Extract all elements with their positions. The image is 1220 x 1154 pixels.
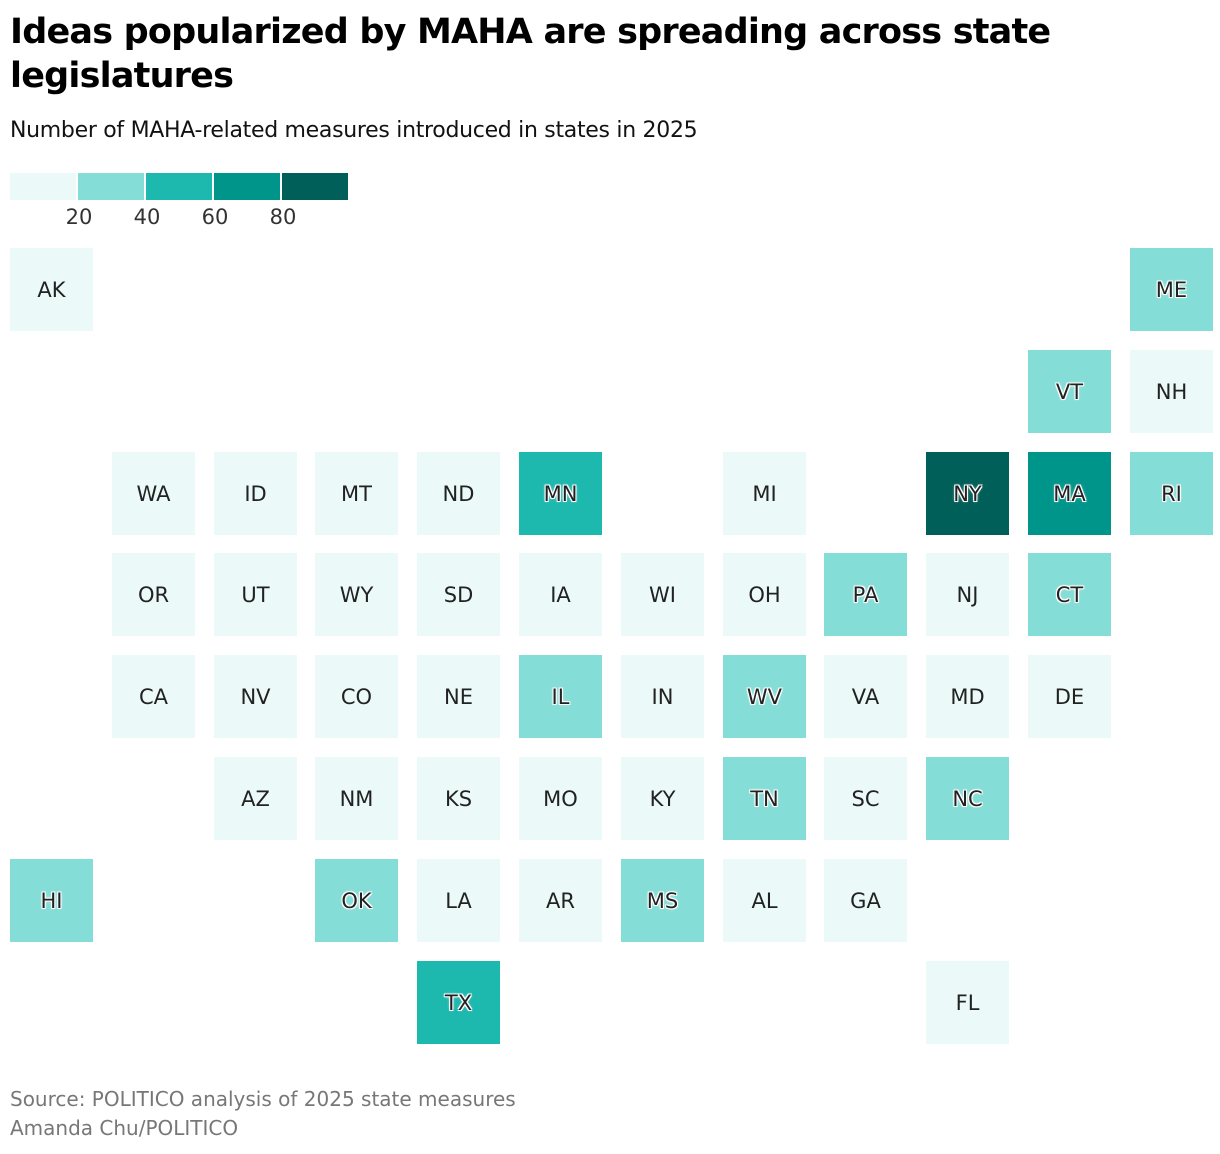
state-tile-in[interactable]: IN — [621, 655, 704, 738]
state-tile-mn[interactable]: MN — [519, 452, 602, 535]
state-tile-sc[interactable]: SC — [824, 757, 907, 840]
state-tile-fl[interactable]: FL — [926, 961, 1009, 1044]
legend-tick-label: 80 — [269, 205, 297, 229]
legend-tick-label: 20 — [65, 205, 93, 229]
state-tile-tx[interactable]: TX — [417, 961, 500, 1044]
credit-text: Amanda Chu/POLITICO — [10, 1116, 239, 1140]
state-tile-ia[interactable]: IA — [519, 553, 602, 636]
legend-swatch-0 — [10, 173, 76, 200]
state-tile-ms[interactable]: MS — [621, 859, 704, 942]
state-tile-ny[interactable]: NY — [926, 452, 1009, 535]
state-tile-nd[interactable]: ND — [417, 452, 500, 535]
state-tile-ks[interactable]: KS — [417, 757, 500, 840]
state-tile-ak[interactable]: AK — [10, 248, 93, 331]
legend-tick-label: 40 — [133, 205, 161, 229]
legend-swatch-1 — [78, 173, 144, 200]
state-tile-md[interactable]: MD — [926, 655, 1009, 738]
chart-subtitle: Number of MAHA-related measures introduc… — [10, 118, 698, 143]
state-tile-sd[interactable]: SD — [417, 553, 500, 636]
legend-swatch-2 — [146, 173, 212, 200]
state-tile-or[interactable]: OR — [112, 553, 195, 636]
state-tile-va[interactable]: VA — [824, 655, 907, 738]
state-tile-ut[interactable]: UT — [214, 553, 297, 636]
state-tile-il[interactable]: IL — [519, 655, 602, 738]
state-tile-az[interactable]: AZ — [214, 757, 297, 840]
legend-swatch-4 — [282, 173, 348, 200]
state-tile-wa[interactable]: WA — [112, 452, 195, 535]
state-tile-nv[interactable]: NV — [214, 655, 297, 738]
state-tile-la[interactable]: LA — [417, 859, 500, 942]
state-tile-ma[interactable]: MA — [1028, 452, 1111, 535]
state-tile-al[interactable]: AL — [723, 859, 806, 942]
state-tile-wv[interactable]: WV — [723, 655, 806, 738]
state-tile-ri[interactable]: RI — [1130, 452, 1213, 535]
state-tile-ct[interactable]: CT — [1028, 553, 1111, 636]
state-tile-ok[interactable]: OK — [315, 859, 398, 942]
state-tile-wi[interactable]: WI — [621, 553, 704, 636]
state-tile-mo[interactable]: MO — [519, 757, 602, 840]
state-tile-nm[interactable]: NM — [315, 757, 398, 840]
state-tile-ar[interactable]: AR — [519, 859, 602, 942]
state-tile-me[interactable]: ME — [1130, 248, 1213, 331]
chart-title: Ideas popularized by MAHA are spreading … — [10, 12, 1051, 96]
state-tile-ca[interactable]: CA — [112, 655, 195, 738]
source-note: Source: POLITICO analysis of 2025 state … — [10, 1085, 516, 1143]
state-tile-nc[interactable]: NC — [926, 757, 1009, 840]
state-tile-hi[interactable]: HI — [10, 859, 93, 942]
state-tile-id[interactable]: ID — [214, 452, 297, 535]
state-tile-mt[interactable]: MT — [315, 452, 398, 535]
state-tile-de[interactable]: DE — [1028, 655, 1111, 738]
state-tile-ne[interactable]: NE — [417, 655, 500, 738]
state-tile-tn[interactable]: TN — [723, 757, 806, 840]
color-legend: 20 40 60 80 — [10, 173, 350, 233]
state-tile-co[interactable]: CO — [315, 655, 398, 738]
state-tile-vt[interactable]: VT — [1028, 350, 1111, 433]
state-tile-wy[interactable]: WY — [315, 553, 398, 636]
state-tile-mi[interactable]: MI — [723, 452, 806, 535]
source-text: Source: POLITICO analysis of 2025 state … — [10, 1087, 516, 1111]
state-tile-pa[interactable]: PA — [824, 553, 907, 636]
legend-tick-label: 60 — [201, 205, 229, 229]
state-tile-ga[interactable]: GA — [824, 859, 907, 942]
legend-swatch-3 — [214, 173, 280, 200]
state-tile-nj[interactable]: NJ — [926, 553, 1009, 636]
state-tile-nh[interactable]: NH — [1130, 350, 1213, 433]
state-tile-ky[interactable]: KY — [621, 757, 704, 840]
state-tile-oh[interactable]: OH — [723, 553, 806, 636]
